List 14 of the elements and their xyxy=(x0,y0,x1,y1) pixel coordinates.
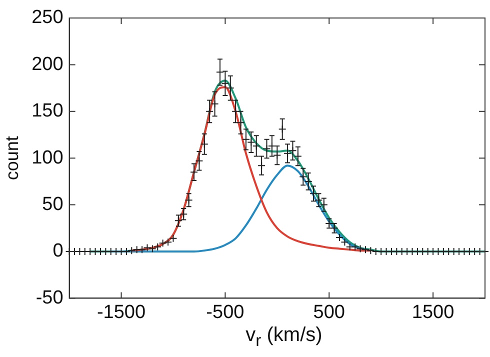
y-tick-label: 200 xyxy=(32,54,64,75)
x-axis-title: v$_{r}$ (km/s) xyxy=(244,324,324,351)
x-tick-label: -500 xyxy=(206,302,244,323)
x-tick-label: 1500 xyxy=(412,302,454,323)
line-series xyxy=(130,86,372,252)
y-tick-label: -50 xyxy=(36,287,64,308)
x-tick-label: -1500 xyxy=(96,302,146,323)
y-tick-label: 100 xyxy=(32,147,64,168)
y-axis-title: count xyxy=(2,136,22,180)
x-tick-label: 500 xyxy=(313,302,345,323)
y-tick-label: 50 xyxy=(42,194,64,216)
y-tick-label: 150 xyxy=(32,100,64,122)
y-tick-label: 250 xyxy=(32,7,64,28)
y-tick-label: 0 xyxy=(52,240,64,262)
